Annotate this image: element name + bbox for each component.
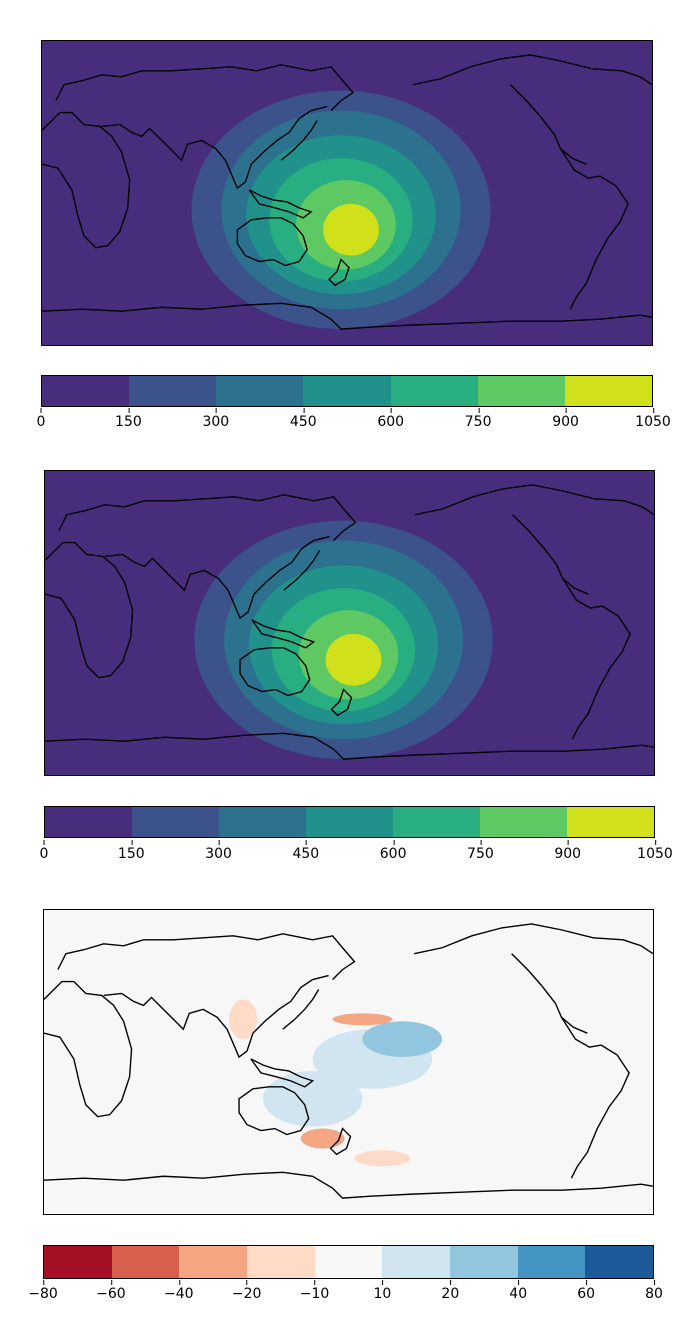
colorbar-tick-label: 10 — [373, 1280, 392, 1302]
colorbar-tick-label: 0 — [36, 408, 46, 430]
map-panel-1 — [41, 40, 653, 346]
coastline — [414, 923, 653, 1034]
coastline — [238, 1086, 310, 1136]
colorbar-3 — [43, 1245, 654, 1279]
difference-patch — [362, 1021, 443, 1058]
coastline — [248, 189, 313, 219]
colorbar-tick-label: −40 — [163, 1280, 194, 1302]
coastline — [103, 974, 329, 1059]
colorbar-tick-label: 900 — [552, 408, 579, 430]
coastline — [57, 933, 356, 981]
colorbar-tick-label: 600 — [377, 408, 405, 430]
colorbar-tick-label: 900 — [554, 840, 582, 862]
colorbar-segment — [129, 376, 217, 406]
colorbar-segment — [306, 807, 393, 837]
map-panel-3 — [43, 909, 654, 1215]
coastline — [101, 105, 328, 190]
colorbar-tick-label: 40 — [509, 1280, 528, 1302]
colorbar-2 — [44, 806, 655, 838]
difference-patch — [332, 1013, 393, 1026]
colorbar-segment — [314, 1246, 383, 1278]
colorbar-tick-label: −80 — [28, 1280, 58, 1302]
colorbar-segment — [111, 1246, 180, 1278]
colorbar-segment — [517, 1246, 586, 1278]
colorbar-segment — [564, 376, 652, 406]
coastline — [250, 1058, 315, 1088]
colorbar-segment — [480, 807, 567, 837]
colorbar-tick-label: −60 — [96, 1280, 126, 1302]
coastline — [58, 494, 357, 542]
colorbar-tick-label: 300 — [202, 408, 230, 430]
colorbar-tick-label: 80 — [645, 1280, 663, 1302]
colorbar-segment — [393, 807, 480, 837]
colorbar-tick-label: 150 — [115, 408, 142, 430]
colorbar-tick-label: 1050 — [635, 408, 671, 430]
colorbar-tick-label: 450 — [292, 840, 320, 862]
colorbar-tick-label: 600 — [379, 840, 407, 862]
coastline — [42, 302, 652, 330]
colorbar-segment — [132, 807, 219, 837]
colorbar-segment — [390, 376, 478, 406]
colorbar-segment — [450, 1246, 518, 1278]
coastline — [412, 54, 652, 165]
colorbar-1-ticks: 0 150 300 450 600 750 900 1050 — [37, 408, 671, 436]
colorbar-segment — [247, 1246, 315, 1278]
map-panel-2 — [44, 470, 655, 776]
coastline — [330, 688, 353, 717]
colorbar-tick-label: 450 — [289, 408, 317, 430]
colorbar-tick-label: 20 — [441, 1280, 460, 1302]
colorbar-segment — [42, 376, 130, 406]
colorbar-segment — [303, 376, 391, 406]
colorbar-tick-label: 60 — [577, 1280, 596, 1302]
colorbar-segment — [477, 376, 565, 406]
coastline — [282, 989, 320, 1030]
coastline — [328, 258, 350, 287]
coastline — [44, 1171, 653, 1199]
coastline — [104, 535, 330, 620]
colorbar-2-ticks: 0 150 300 450 600 750 900 1050 — [40, 840, 673, 868]
field-contour — [323, 203, 379, 256]
colorbar-tick-label: 300 — [205, 840, 232, 862]
coastline — [236, 217, 308, 267]
colorbar-tick-label: 150 — [117, 840, 145, 862]
colorbar-tick-label: 750 — [467, 840, 494, 862]
field-contour — [325, 633, 382, 686]
colorbar-tick-label: 750 — [464, 408, 492, 430]
coastline — [239, 647, 311, 697]
difference-patch — [262, 1070, 363, 1127]
coastline — [55, 64, 355, 112]
colorbar-3-ticks: −80 −60 −40 −20 −10 10 20 40 60 80 — [28, 1280, 663, 1308]
colorbar-tick-label: 0 — [39, 840, 49, 862]
coastline — [559, 147, 629, 310]
colorbar-1 — [41, 375, 653, 407]
coastline — [44, 980, 133, 1118]
difference-patch — [229, 999, 257, 1040]
coastline — [561, 577, 631, 740]
colorbar-segment — [567, 807, 654, 837]
colorbar-tick-label: −20 — [231, 1280, 262, 1302]
difference-patch — [354, 1150, 411, 1167]
colorbar-segment — [219, 807, 306, 837]
colorbar-tick-label: −10 — [299, 1280, 330, 1302]
colorbar-segment — [585, 1246, 654, 1278]
colorbar-segment — [44, 1246, 112, 1278]
colorbar-tick-label: 1050 — [637, 840, 673, 862]
colorbar-segment — [179, 1246, 248, 1278]
coastline — [251, 619, 316, 649]
coastline — [415, 484, 654, 595]
coastline — [42, 111, 131, 249]
colorbar-segment — [45, 807, 132, 837]
coastline — [283, 550, 321, 591]
colorbar-segment — [216, 376, 304, 406]
coastline — [280, 120, 318, 161]
coastline — [45, 541, 134, 679]
difference-patch — [300, 1128, 345, 1149]
coastline — [560, 1016, 630, 1179]
coastline — [45, 732, 654, 760]
colorbar-segment — [382, 1246, 451, 1278]
coastline — [329, 1127, 352, 1156]
